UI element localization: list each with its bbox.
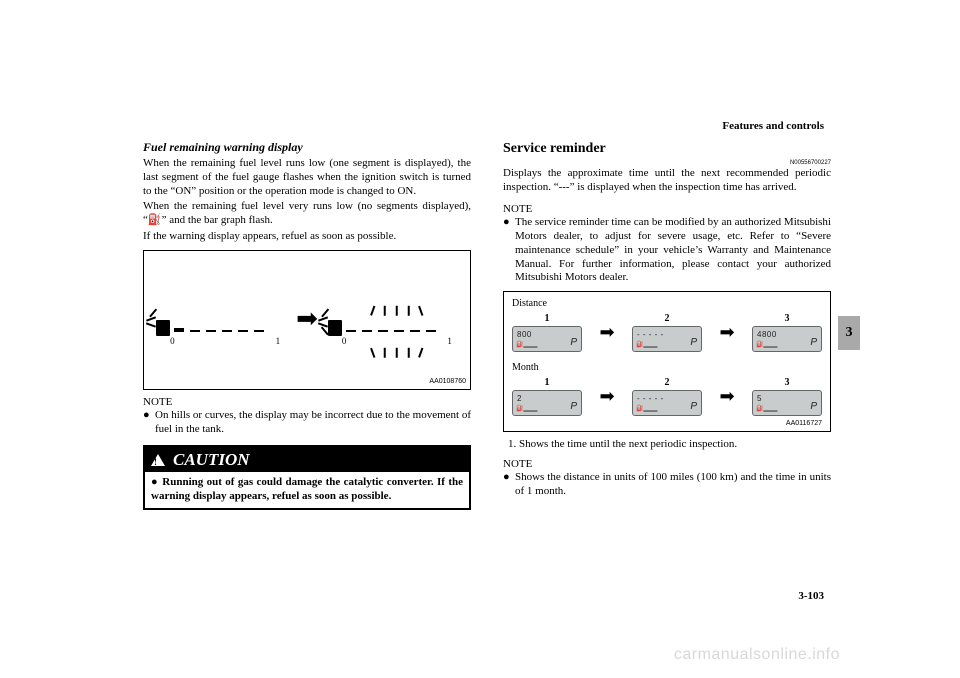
lcd-panel: - - - - - P ⛽▁▁▁ bbox=[632, 326, 702, 352]
arrow-right-icon: ➡ bbox=[296, 303, 318, 336]
chapter-tab: 3 bbox=[838, 316, 860, 350]
fuel-icon: ⛽▁▁▁ bbox=[636, 406, 657, 414]
arrow-right-icon: ➡ bbox=[717, 385, 736, 408]
section-code: N00556700227 bbox=[503, 160, 831, 168]
content-area: Fuel remaining warning display When the … bbox=[143, 100, 831, 510]
page-number: 3-103 bbox=[798, 590, 824, 602]
note-label: NOTE bbox=[503, 203, 831, 217]
month-sequence: 1 2 P ⛽▁▁▁ ➡ 2 - - - - - bbox=[512, 377, 822, 417]
gauge-bars bbox=[174, 322, 280, 332]
note-list: On hills or curves, the display may be i… bbox=[143, 409, 471, 437]
fuel-pump-icon bbox=[156, 320, 170, 336]
service-reminder-p1: Displays the approximate time until the … bbox=[503, 167, 831, 195]
lcd-value: 2 bbox=[517, 394, 522, 404]
figure-code: AA0108760 bbox=[429, 378, 466, 387]
service-reminder-figure: Distance 1 800 P ⛽▁▁▁ ➡ 2 bbox=[503, 291, 831, 432]
panel-3: 3 4800 P ⛽▁▁▁ bbox=[752, 313, 822, 353]
two-columns: Fuel remaining warning display When the … bbox=[143, 100, 831, 510]
fuel-icon: ⛽▁▁▁ bbox=[756, 406, 777, 414]
gauge-before: 0 1 bbox=[156, 280, 286, 360]
panel-number: 1 bbox=[512, 377, 582, 390]
fuel-icon: ⛽▁▁▁ bbox=[516, 342, 537, 350]
lcd-panel: 5 P ⛽▁▁▁ bbox=[752, 390, 822, 416]
lcd-p-indicator: P bbox=[690, 337, 697, 350]
fuel-gauge-figure: 0 1 ➡ bbox=[143, 250, 471, 390]
distance-sequence: 1 800 P ⛽▁▁▁ ➡ 2 - - - - - bbox=[512, 313, 822, 353]
lcd-value: 4800 bbox=[757, 330, 777, 340]
lcd-panel: - - - - - P ⛽▁▁▁ bbox=[632, 390, 702, 416]
watermark: carmanualsonline.info bbox=[674, 646, 840, 664]
panel-number: 1 bbox=[512, 313, 582, 326]
distance-label: Distance bbox=[512, 298, 822, 311]
panel-1: 1 2 P ⛽▁▁▁ bbox=[512, 377, 582, 417]
fuel-icon: ⛽▁▁▁ bbox=[756, 342, 777, 350]
lcd-value: 800 bbox=[517, 330, 532, 340]
note-label: NOTE bbox=[503, 458, 831, 472]
fuel-icon: ⛽▁▁▁ bbox=[636, 342, 657, 350]
lcd-p-indicator: P bbox=[570, 401, 577, 414]
fuel-warning-p1: When the remaining fuel level runs low (… bbox=[143, 157, 471, 198]
gauge-zero-label: 0 bbox=[170, 336, 175, 347]
lcd-value: - - - - - bbox=[637, 330, 664, 340]
gauge-zero-label: 0 bbox=[342, 336, 347, 347]
lcd-value: 5 bbox=[757, 394, 762, 404]
arrow-right-icon: ➡ bbox=[597, 321, 616, 344]
fuel-icon: ⛽▁▁▁ bbox=[516, 406, 537, 414]
gauge-bars bbox=[346, 322, 452, 332]
gauge-illustration: 0 1 ➡ bbox=[144, 251, 470, 389]
panel-1: 1 800 P ⛽▁▁▁ bbox=[512, 313, 582, 353]
numbered-list: Shows the time until the next periodic i… bbox=[503, 438, 831, 452]
page: Features and controls Fuel remaining war… bbox=[0, 0, 960, 678]
figure-code: AA0116727 bbox=[512, 420, 822, 429]
lcd-p-indicator: P bbox=[690, 401, 697, 414]
lcd-p-indicator: P bbox=[810, 337, 817, 350]
gauge-after: 0 1 bbox=[328, 280, 458, 360]
caution-title-bar: ! CAUTION bbox=[145, 447, 469, 472]
note-item: On hills or curves, the display may be i… bbox=[155, 409, 471, 437]
gauge-one-label: 1 bbox=[447, 336, 452, 347]
gauge-one-label: 1 bbox=[276, 336, 281, 347]
list-item-1: Shows the time until the next periodic i… bbox=[519, 438, 831, 452]
panel-number: 2 bbox=[632, 313, 702, 326]
panel-2: 2 - - - - - P ⛽▁▁▁ bbox=[632, 313, 702, 353]
panel-3: 3 5 P ⛽▁▁▁ bbox=[752, 377, 822, 417]
lcd-value: - - - - - bbox=[637, 394, 664, 404]
caution-box: ! CAUTION Running out of gas could damag… bbox=[143, 445, 471, 510]
lcd-panel: 800 P ⛽▁▁▁ bbox=[512, 326, 582, 352]
panel-number: 3 bbox=[752, 377, 822, 390]
fuel-warning-heading: Fuel remaining warning display bbox=[143, 140, 471, 155]
caution-body: Running out of gas could damage the cata… bbox=[145, 472, 469, 508]
panel-2: 2 - - - - - P ⛽▁▁▁ bbox=[632, 377, 702, 417]
note-label: NOTE bbox=[143, 396, 471, 410]
panel-number: 3 bbox=[752, 313, 822, 326]
arrow-right-icon: ➡ bbox=[717, 321, 736, 344]
panel-number: 2 bbox=[632, 377, 702, 390]
lcd-panel: 4800 P ⛽▁▁▁ bbox=[752, 326, 822, 352]
caution-title-text: CAUTION bbox=[173, 449, 250, 470]
right-column: Service reminder N00556700227 Displays t… bbox=[503, 140, 831, 510]
arrow-right-icon: ➡ bbox=[597, 385, 616, 408]
fuel-pump-icon bbox=[328, 320, 342, 336]
service-reminder-heading: Service reminder bbox=[503, 140, 831, 158]
warning-triangle-icon: ! bbox=[151, 454, 165, 466]
left-column: Fuel remaining warning display When the … bbox=[143, 140, 471, 510]
lcd-p-indicator: P bbox=[810, 401, 817, 414]
lcd-p-indicator: P bbox=[570, 337, 577, 350]
lcd-panel: 2 P ⛽▁▁▁ bbox=[512, 390, 582, 416]
caution-bullet: Running out of gas could damage the cata… bbox=[151, 476, 463, 504]
fuel-warning-p2: When the remaining fuel level very runs … bbox=[143, 200, 471, 228]
note-list: Shows the distance in units of 100 miles… bbox=[503, 471, 831, 499]
fuel-warning-p3: If the warning display appears, refuel a… bbox=[143, 230, 471, 244]
month-label: Month bbox=[512, 362, 822, 375]
note-list: The service reminder time can be modifie… bbox=[503, 216, 831, 285]
note-item: The service reminder time can be modifie… bbox=[515, 216, 831, 285]
note-item: Shows the distance in units of 100 miles… bbox=[515, 471, 831, 499]
